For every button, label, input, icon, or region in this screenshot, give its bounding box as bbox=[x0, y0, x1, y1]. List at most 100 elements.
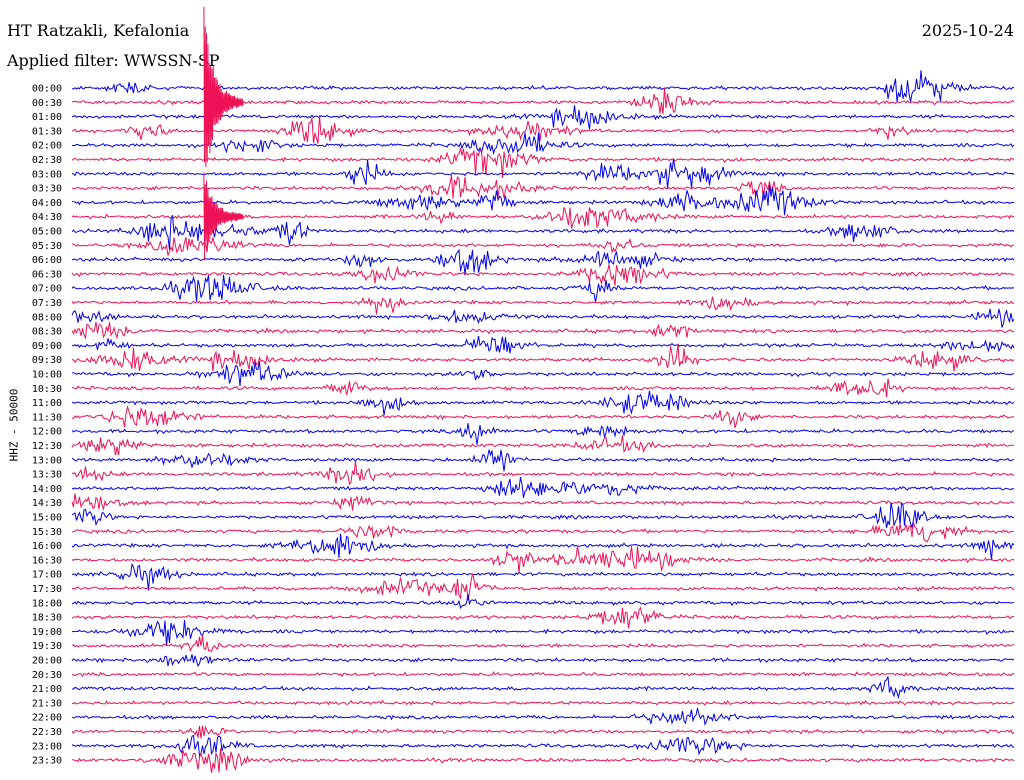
time-label: 22:30 bbox=[32, 727, 62, 738]
time-label: 14:00 bbox=[32, 484, 62, 495]
trace-1330 bbox=[71, 461, 1015, 486]
time-label: 02:30 bbox=[32, 155, 62, 166]
time-label: 03:00 bbox=[32, 169, 62, 180]
time-label: 09:00 bbox=[32, 341, 62, 352]
station-title: HT Ratzakli, Kefalonia bbox=[7, 21, 190, 40]
time-label: 21:00 bbox=[32, 684, 62, 695]
trace-1230 bbox=[71, 435, 1015, 456]
trace-1900 bbox=[71, 620, 1015, 646]
time-label: 17:00 bbox=[32, 570, 62, 581]
trace-1700 bbox=[71, 562, 1015, 591]
trace-2100 bbox=[71, 676, 1015, 700]
trace-0130 bbox=[71, 115, 1015, 144]
trace-1530 bbox=[71, 522, 1015, 543]
trace-1630 bbox=[71, 545, 1015, 573]
time-label: 12:00 bbox=[32, 427, 62, 438]
time-label: 03:30 bbox=[32, 184, 62, 195]
time-label: 23:30 bbox=[32, 756, 62, 767]
trace-2030 bbox=[71, 671, 1015, 678]
time-label: 14:30 bbox=[32, 498, 62, 509]
time-label: 05:30 bbox=[32, 241, 62, 252]
trace-0530 bbox=[71, 236, 1015, 256]
time-label: 10:30 bbox=[32, 384, 62, 395]
time-label: 23:00 bbox=[32, 741, 62, 752]
trace-0600 bbox=[71, 248, 1015, 275]
time-label: 01:00 bbox=[32, 112, 62, 123]
time-label: 21:30 bbox=[32, 698, 62, 709]
trace-1100 bbox=[71, 390, 1015, 416]
trace-0100 bbox=[71, 105, 1015, 130]
time-label: 06:30 bbox=[32, 269, 62, 280]
trace-1930 bbox=[71, 635, 1015, 653]
trace-1000 bbox=[71, 361, 1015, 387]
trace-2000 bbox=[71, 654, 1015, 668]
trace-0400 bbox=[71, 184, 1015, 216]
trace-0000 bbox=[71, 70, 1015, 102]
filter-label: Applied filter: WWSSN-SP bbox=[7, 51, 220, 70]
trace-1200 bbox=[71, 423, 1015, 445]
trace-1400 bbox=[71, 476, 1015, 498]
time-label: 00:30 bbox=[32, 98, 62, 109]
trace-0930 bbox=[71, 343, 1015, 372]
major-event-trace bbox=[203, 6, 244, 168]
time-label: 15:30 bbox=[32, 527, 62, 538]
trace-1430 bbox=[71, 493, 1015, 511]
trace-1500 bbox=[71, 501, 1015, 530]
trace-0900 bbox=[71, 335, 1015, 354]
time-label: 01:30 bbox=[32, 126, 62, 137]
time-label: 05:00 bbox=[32, 227, 62, 238]
time-label: 06:00 bbox=[32, 255, 62, 266]
trace-2230 bbox=[71, 725, 1015, 739]
trace-2300 bbox=[71, 735, 1015, 758]
time-label: 22:00 bbox=[32, 713, 62, 724]
time-label: 17:30 bbox=[32, 584, 62, 595]
time-label: 08:30 bbox=[32, 327, 62, 338]
time-label: 02:00 bbox=[32, 141, 62, 152]
time-label: 19:00 bbox=[32, 627, 62, 638]
trace-0830 bbox=[71, 321, 1015, 340]
time-label: 20:30 bbox=[32, 670, 62, 681]
time-label: 11:30 bbox=[32, 412, 62, 423]
trace-1730 bbox=[71, 573, 1015, 601]
time-label: 18:30 bbox=[32, 613, 62, 624]
trace-2130 bbox=[71, 699, 1015, 706]
trace-0330 bbox=[71, 175, 1015, 201]
time-label: 12:30 bbox=[32, 441, 62, 452]
trace-1830 bbox=[71, 606, 1015, 629]
trace-0730 bbox=[71, 296, 1015, 315]
trace-0500 bbox=[71, 214, 1015, 250]
trace-1300 bbox=[71, 449, 1015, 472]
trace-0200 bbox=[71, 132, 1015, 156]
date-label: 2025-10-24 bbox=[921, 21, 1014, 40]
trace-0800 bbox=[71, 308, 1015, 328]
trace-0630 bbox=[71, 264, 1015, 286]
trace-1130 bbox=[71, 404, 1015, 429]
time-label: 15:00 bbox=[32, 513, 62, 524]
time-label: 08:00 bbox=[32, 312, 62, 323]
time-label: 11:00 bbox=[32, 398, 62, 409]
trace-1600 bbox=[71, 533, 1015, 561]
time-label: 13:00 bbox=[32, 455, 62, 466]
trace-0700 bbox=[71, 274, 1015, 303]
time-label: 00:00 bbox=[32, 84, 62, 95]
time-label: 04:00 bbox=[32, 198, 62, 209]
time-label: 07:30 bbox=[32, 298, 62, 309]
time-label: 16:30 bbox=[32, 555, 62, 566]
time-label: 16:00 bbox=[32, 541, 62, 552]
time-label: 13:30 bbox=[32, 470, 62, 481]
major-event-trace bbox=[203, 172, 244, 261]
time-label: 19:30 bbox=[32, 641, 62, 652]
trace-1800 bbox=[71, 594, 1015, 610]
trace-0300 bbox=[71, 158, 1015, 189]
trace-0230 bbox=[71, 148, 1015, 178]
time-label: 07:00 bbox=[32, 284, 62, 295]
time-label: 10:00 bbox=[32, 370, 62, 381]
time-label: 18:00 bbox=[32, 598, 62, 609]
trace-2200 bbox=[71, 707, 1015, 726]
trace-1030 bbox=[71, 378, 1015, 398]
trace-2330 bbox=[71, 748, 1015, 773]
time-label: 09:30 bbox=[32, 355, 62, 366]
time-label: 20:00 bbox=[32, 656, 62, 667]
time-label: 04:30 bbox=[32, 212, 62, 223]
